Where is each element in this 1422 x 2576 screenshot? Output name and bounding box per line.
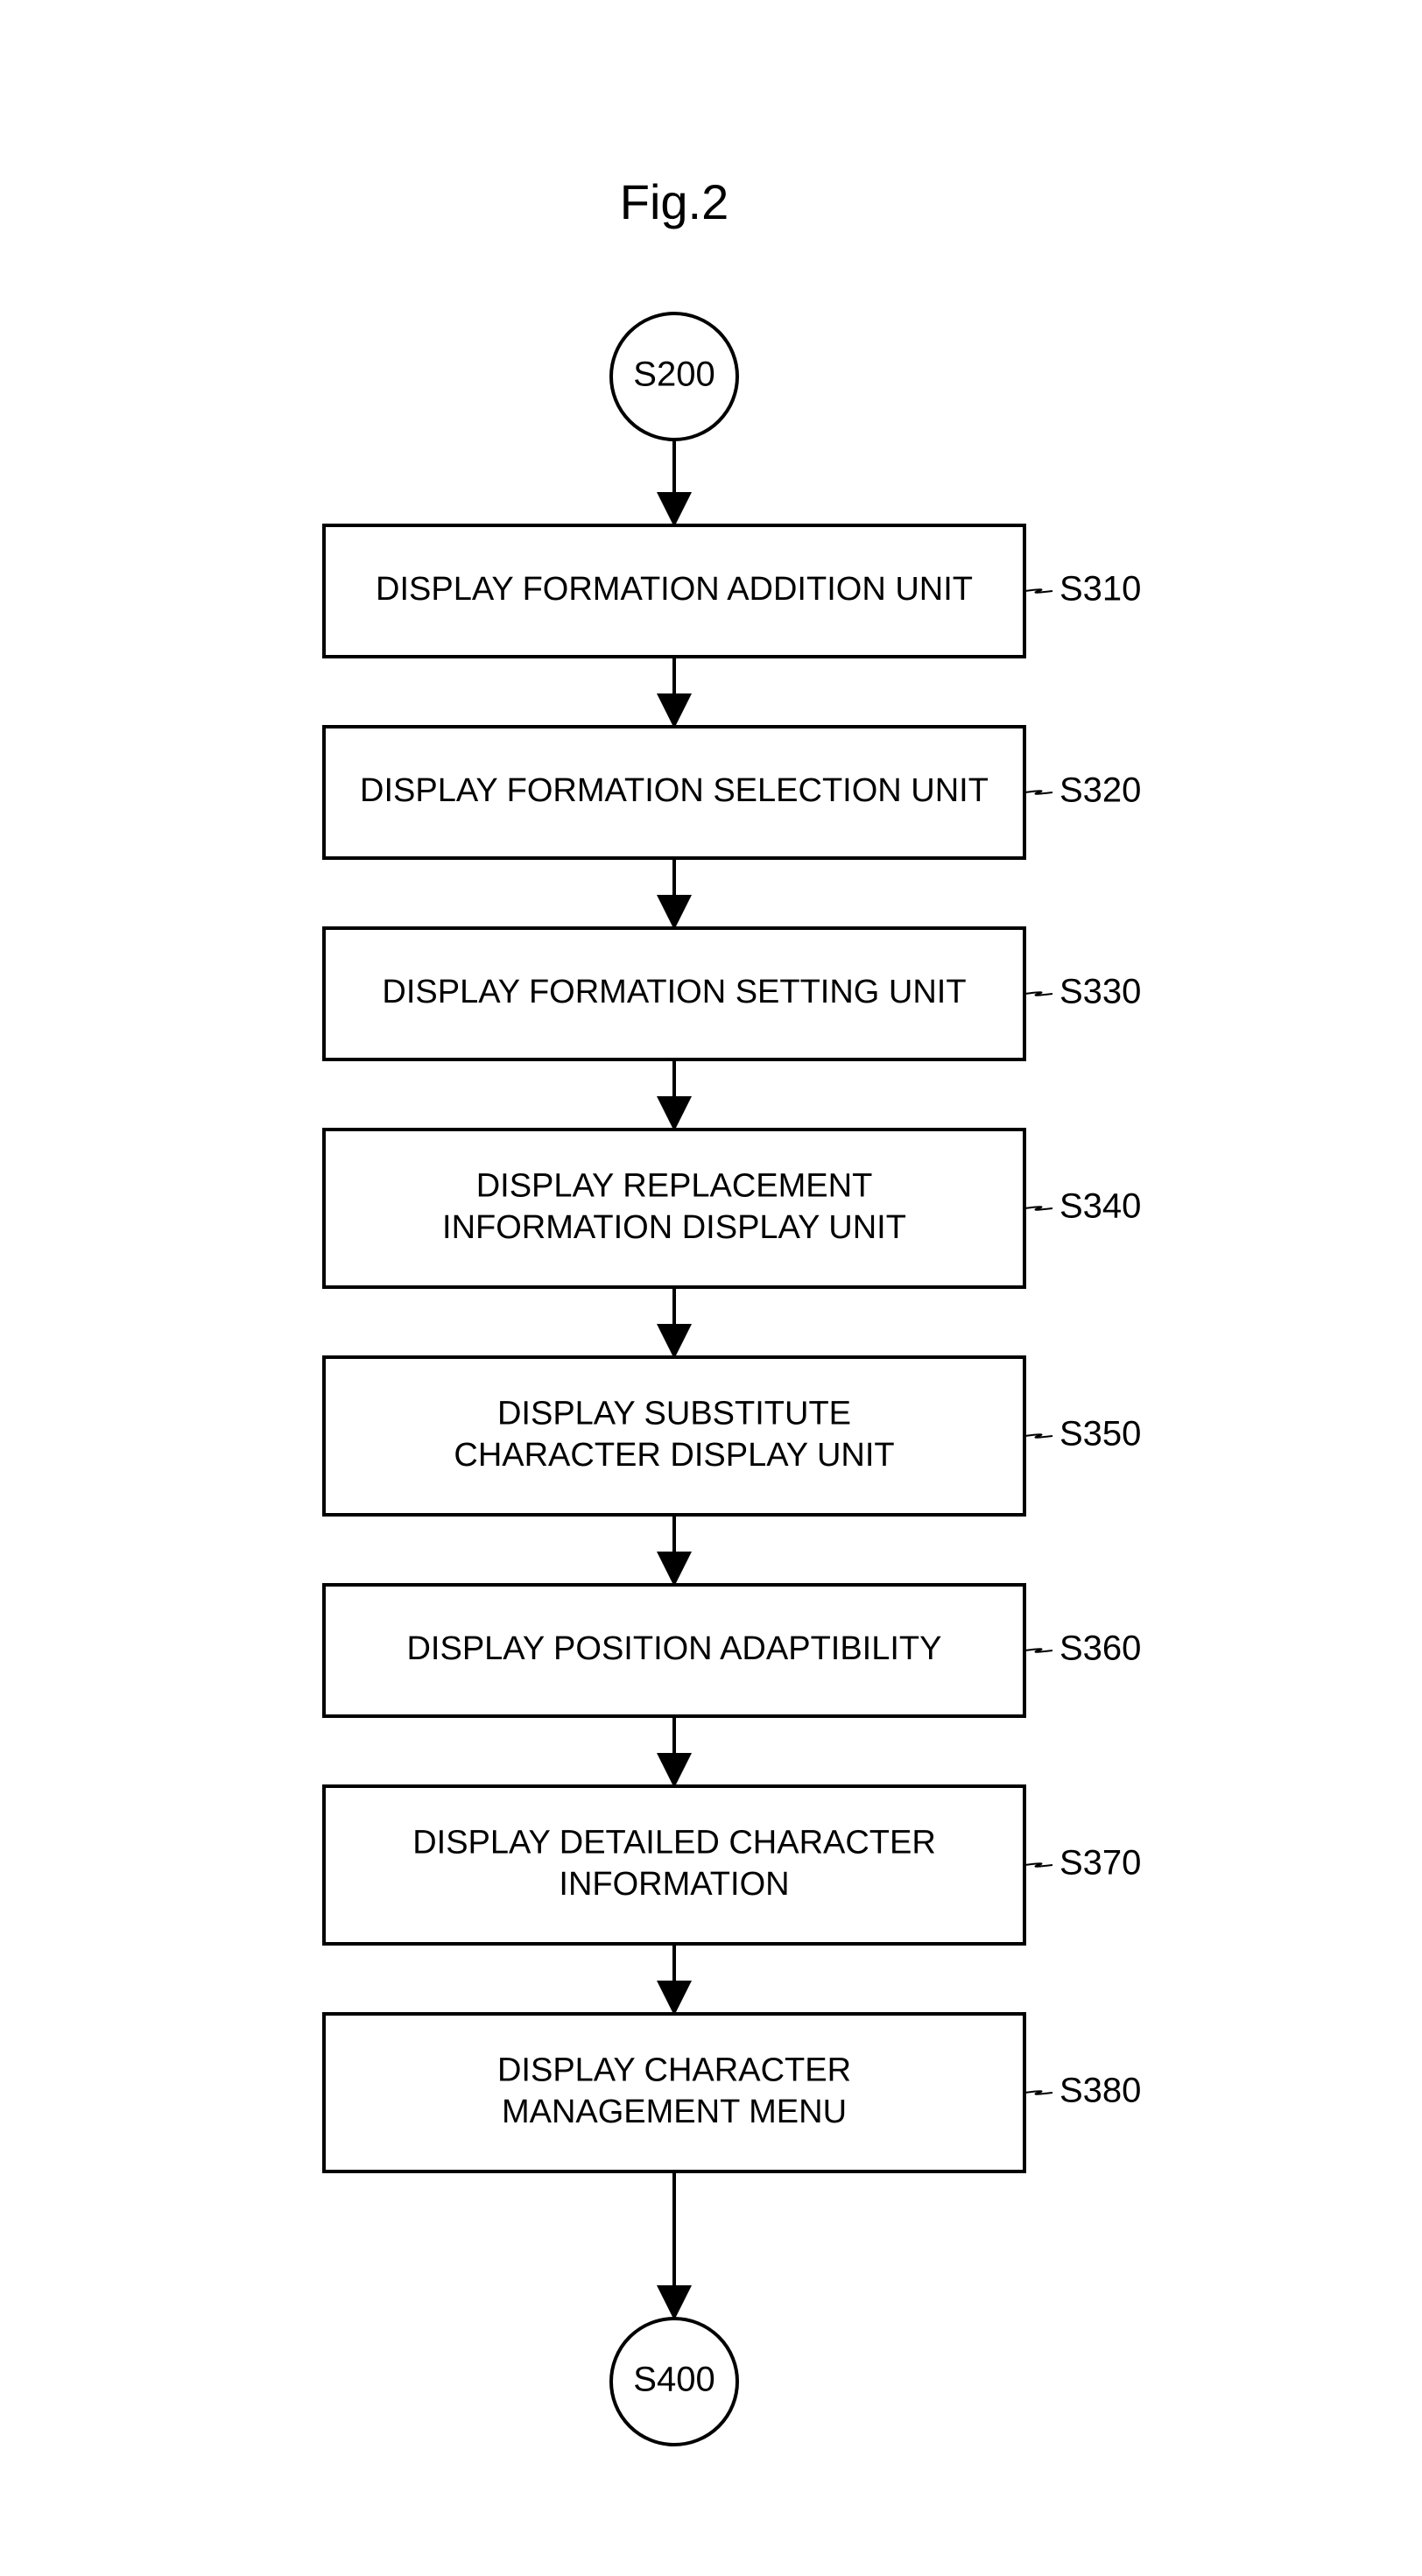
leader-line xyxy=(1024,1207,1052,1209)
start-node-label: S200 xyxy=(633,355,715,394)
process-box-text: INFORMATION xyxy=(559,1866,789,1903)
leader-line xyxy=(1024,589,1052,592)
step-label: S370 xyxy=(1059,1844,1141,1883)
step-label: S360 xyxy=(1059,1629,1141,1668)
process-box-text: INFORMATION DISPLAY UNIT xyxy=(442,1209,906,1246)
leader-line xyxy=(1024,2091,1052,2094)
figure-title: Fig.2 xyxy=(620,174,729,229)
step-label: S340 xyxy=(1059,1187,1141,1226)
process-box-text: DISPLAY FORMATION SETTING UNIT xyxy=(382,974,966,1010)
step-label: S320 xyxy=(1059,771,1141,810)
flowchart: Fig.2 S200 DISPLAY FORMATION ADDITION UNIT… xyxy=(0,0,1422,2576)
leader-line xyxy=(1024,1649,1052,1651)
process-box-text: MANAGEMENT MENU xyxy=(502,2094,847,2130)
leader-line xyxy=(1024,992,1052,995)
end-node-label: S400 xyxy=(633,2361,715,2399)
process-box-text: DISPLAY DETAILED CHARACTER xyxy=(412,1824,936,1861)
process-box-text: DISPLAY REPLACEMENT xyxy=(476,1167,873,1204)
process-box-text: DISPLAY CHARACTER xyxy=(497,2052,851,2088)
step-label: S350 xyxy=(1059,1415,1141,1453)
process-box-text: DISPLAY SUBSTITUTE xyxy=(497,1395,851,1432)
step-label: S330 xyxy=(1059,973,1141,1011)
leader-line xyxy=(1024,791,1052,793)
leader-line xyxy=(1024,1863,1052,1866)
leader-line xyxy=(1024,1434,1052,1437)
process-box-text: DISPLAY POSITION ADAPTIBILITY xyxy=(406,1630,941,1667)
process-box-text: DISPLAY FORMATION SELECTION UNIT xyxy=(360,772,989,809)
step-label: S380 xyxy=(1059,2072,1141,2110)
step-label: S310 xyxy=(1059,570,1141,609)
process-box-text: CHARACTER DISPLAY UNIT xyxy=(454,1437,894,1474)
process-box-text: DISPLAY FORMATION ADDITION UNIT xyxy=(376,571,973,608)
